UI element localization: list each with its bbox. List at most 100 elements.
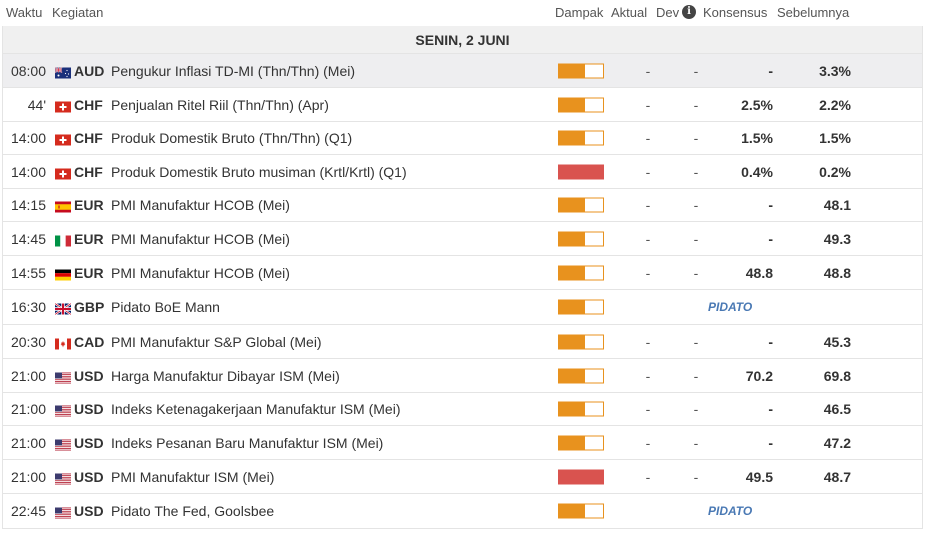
impact-indicator: [558, 503, 604, 519]
header-aktual: Aktual: [611, 5, 648, 20]
spain-flag-icon: [55, 200, 71, 213]
event-title[interactable]: PMI Manufaktur HCOB (Mei): [111, 264, 290, 281]
event-consensus: 48.8: [745, 264, 773, 281]
event-previous: 48.1: [823, 197, 851, 213]
event-title[interactable]: Indeks Pesanan Baru Manufaktur ISM (Mei): [111, 434, 384, 451]
event-row[interactable]: 21:00 USD Indeks Ketenagakerjaan Manufaktu…: [3, 393, 922, 426]
header-waktu: Waktu: [6, 5, 43, 20]
event-title[interactable]: Penjualan Ritel Riil (Thn/Thn) (Apr): [111, 96, 329, 113]
event-consensus: 0.4%: [741, 163, 773, 180]
event-time: 14:15: [10, 197, 46, 213]
event-row[interactable]: 22:45 USD Pidato The Fed, Goolsbee PIDATO: [3, 494, 922, 529]
event-consensus: 49.5: [745, 468, 773, 485]
event-row[interactable]: 14:00 CHF Produk Domestik Bruto musiman (K…: [3, 155, 922, 189]
event-title[interactable]: Harga Manufaktur Dibayar ISM (Mei): [111, 367, 340, 384]
event-title[interactable]: Produk Domestik Bruto musiman (Krtl/Krtl…: [111, 163, 407, 180]
event-time: 21:00: [10, 434, 46, 451]
event-title[interactable]: PMI Manufaktur HCOB (Mei): [111, 197, 290, 213]
event-consensus: -: [768, 62, 773, 79]
impact-indicator: [558, 97, 604, 112]
event-rows: 08:00 AUD Pengukur Inflasi TD-MI (Thn/Thn)…: [3, 54, 922, 529]
event-previous: 0.2%: [819, 163, 851, 180]
event-currency: CAD: [74, 333, 105, 350]
event-currency: USD: [74, 434, 104, 451]
event-time: 21:00: [10, 401, 46, 417]
usa-flag-icon: [55, 370, 71, 383]
event-consensus: 70.2: [745, 367, 773, 384]
event-time: 20:30: [10, 333, 46, 350]
calendar-table: SENIN, 2 JUNI 08:00 AUD Pengukur Inflasi T…: [2, 26, 923, 529]
date-header: SENIN, 2 JUNI: [3, 26, 922, 54]
event-row[interactable]: 14:55 EUR PMI Manufaktur HCOB (Mei) - - 48.8 4…: [3, 256, 922, 290]
impact-indicator: [558, 401, 604, 417]
info-icon[interactable]: i: [682, 5, 696, 19]
event-currency: GBP: [74, 299, 105, 315]
event-title[interactable]: Indeks Ketenagakerjaan Manufaktur ISM (M…: [111, 401, 401, 417]
event-title[interactable]: PMI Manufaktur S&P Global (Mei): [111, 333, 322, 350]
table-header: Waktu Kegiatan Dampak Aktual Dev i Konse…: [0, 0, 926, 26]
usa-flag-icon: [55, 437, 71, 450]
event-deviation: -: [693, 96, 699, 113]
header-konsensus: Konsensus: [703, 5, 768, 20]
event-time: 14:00: [10, 130, 46, 146]
event-consensus: -: [768, 434, 773, 451]
speech-tag: PIDATO: [708, 300, 753, 314]
event-row[interactable]: 16:30 GBP Pidato BoE Mann PIDATO: [3, 290, 922, 325]
event-currency: USD: [74, 468, 104, 485]
event-currency: CHF: [74, 96, 103, 113]
event-time: 14:00: [10, 163, 46, 180]
header-dampak: Dampak: [555, 5, 604, 20]
event-deviation: -: [693, 401, 699, 417]
impact-indicator: [558, 231, 604, 246]
event-row[interactable]: 20:30 CAD PMI Manufaktur S&P Global (Mei) -…: [3, 325, 922, 359]
event-row[interactable]: 14:15 EUR PMI Manufaktur HCOB (Mei) - - - 48.1: [3, 189, 922, 222]
event-title[interactable]: Pengukur Inflasi TD-MI (Thn/Thn) (Mei): [111, 62, 356, 79]
event-deviation: -: [693, 367, 699, 384]
event-deviation: -: [693, 230, 699, 247]
event-title[interactable]: PMI Manufaktur ISM (Mei): [111, 468, 275, 485]
event-actual: -: [645, 96, 651, 113]
event-consensus: 1.5%: [741, 130, 773, 146]
event-currency: CHF: [74, 130, 103, 146]
event-previous: 69.8: [823, 367, 851, 384]
event-row[interactable]: 21:00 USD PMI Manufaktur ISM (Mei) - - 49.5 48…: [3, 460, 922, 494]
event-actual: -: [645, 367, 651, 384]
event-row[interactable]: 21:00 USD Harga Manufaktur Dibayar ISM (Me…: [3, 359, 922, 393]
event-actual: -: [645, 130, 651, 146]
event-previous: 48.7: [823, 468, 851, 485]
event-previous: 46.5: [823, 401, 851, 417]
event-title[interactable]: Pidato The Fed, Goolsbee: [111, 503, 275, 519]
event-title[interactable]: PMI Manufaktur HCOB (Mei): [111, 230, 290, 247]
italy-flag-icon: [55, 233, 71, 246]
event-actual: -: [645, 468, 651, 485]
canada-flag-icon: [55, 336, 71, 349]
event-actual: -: [645, 62, 651, 79]
switzerland-flag-icon: [55, 99, 71, 112]
event-previous: 2.2%: [819, 96, 851, 113]
event-time: 08:00: [10, 62, 46, 79]
event-row[interactable]: 08:00 AUD Pengukur Inflasi TD-MI (Thn/Thn)…: [3, 54, 922, 88]
event-previous: 3.3%: [819, 62, 851, 79]
event-deviation: -: [693, 197, 699, 213]
usa-flag-icon: [55, 471, 71, 484]
event-title[interactable]: Produk Domestik Bruto (Thn/Thn) (Q1): [111, 130, 353, 146]
event-consensus: -: [768, 401, 773, 417]
event-currency: AUD: [74, 62, 105, 79]
event-title[interactable]: Pidato BoE Mann: [111, 299, 220, 315]
event-actual: -: [645, 230, 651, 247]
event-row[interactable]: 21:00 USD Indeks Pesanan Baru Manufaktur I…: [3, 426, 922, 460]
impact-indicator: [558, 368, 604, 383]
event-row[interactable]: 44' CHF Penjualan Ritel Riil (Thn/Thn) (Ap…: [3, 88, 922, 122]
event-deviation: -: [693, 468, 699, 485]
event-time: 21:00: [10, 468, 46, 485]
event-time: 14:55: [10, 264, 46, 281]
event-row[interactable]: 14:45 EUR PMI Manufaktur HCOB (Mei) - - - 49.3: [3, 222, 922, 256]
event-consensus: -: [768, 197, 773, 213]
event-previous: 47.2: [823, 434, 851, 451]
event-currency: EUR: [74, 230, 104, 247]
impact-indicator: [558, 130, 604, 146]
event-deviation: -: [693, 130, 699, 146]
impact-indicator: [558, 265, 604, 280]
event-time: 16:30: [10, 299, 46, 315]
event-row[interactable]: 14:00 CHF Produk Domestik Bruto (Thn/Thn) …: [3, 122, 922, 155]
